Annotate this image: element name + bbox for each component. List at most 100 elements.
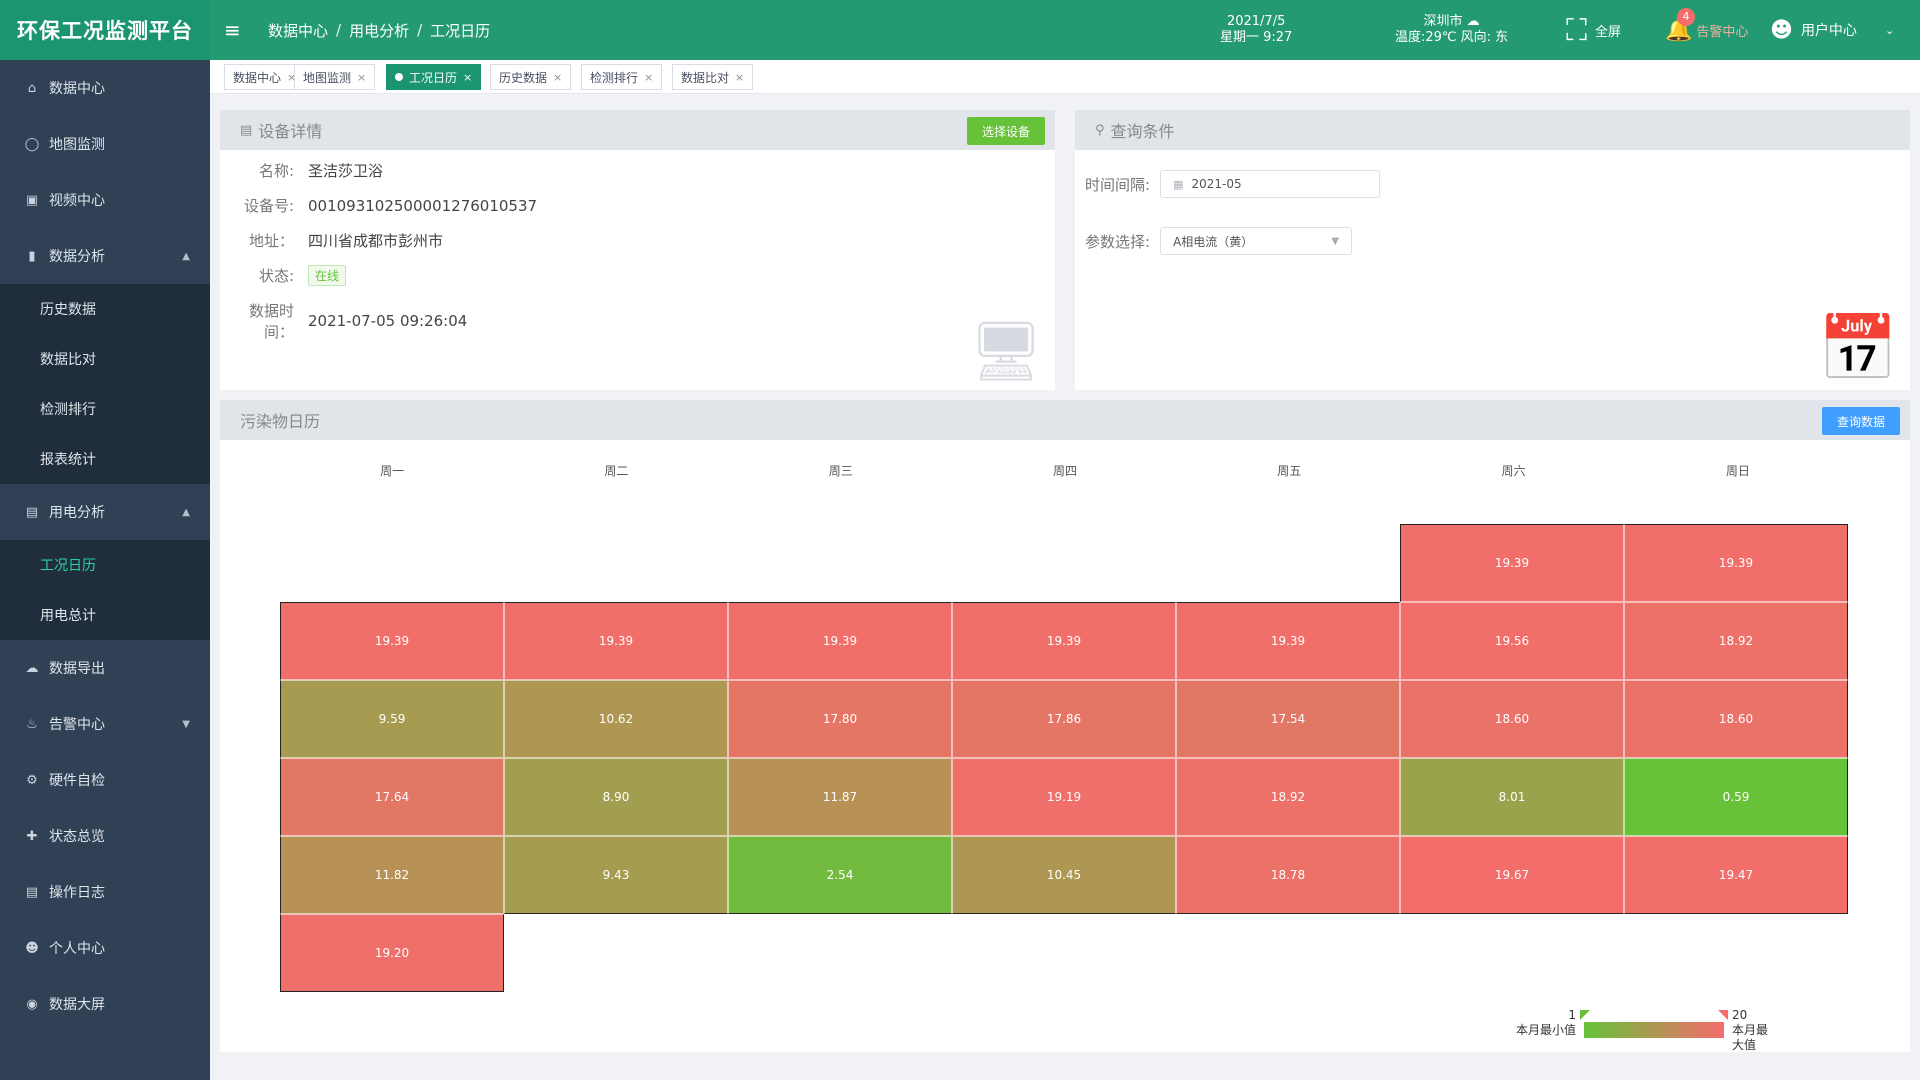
alarm-count-badge: 4 bbox=[1677, 7, 1695, 26]
sidebar-item-label: 告警中心 bbox=[49, 717, 105, 733]
legend-max: 20 本月最大值 bbox=[1732, 1008, 1770, 1053]
tag-compare[interactable]: 数据比对 × bbox=[672, 64, 754, 90]
calendar-day-cell[interactable]: 19.39 bbox=[280, 602, 504, 680]
calendar-day-cell[interactable]: 0.59 bbox=[1624, 758, 1848, 836]
sidebar-item-data-center[interactable]: ⌂ 数据中心 bbox=[0, 60, 210, 116]
chevron-down-icon: ⌄ bbox=[1884, 23, 1895, 37]
sidebar-item-label: 硬件自检 bbox=[49, 773, 105, 789]
tag-work-calendar[interactable]: 工况日历 × bbox=[386, 64, 482, 90]
param-select-value: A相电流（黄） bbox=[1173, 234, 1254, 249]
calendar-day-cell[interactable]: 18.60 bbox=[1624, 680, 1848, 758]
calendar-day-cell[interactable]: 9.59 bbox=[280, 680, 504, 758]
param-select[interactable]: A相电流（黄） ▼ bbox=[1160, 227, 1353, 255]
top-bar: ≡ 数据中心 / 用电分析 / 工况日历 2021/7/5 星期一 9:27 深圳市… bbox=[210, 0, 1920, 60]
device-name-row: 名称: 圣洁莎卫浴 bbox=[220, 160, 383, 181]
sidebar-item-alarm-center[interactable]: ♨ 告警中心 ▼ bbox=[0, 696, 210, 752]
calendar-day-cell[interactable]: 19.39 bbox=[1624, 524, 1848, 602]
sidebar-subitem-work-calendar[interactable]: 工况日历 bbox=[40, 558, 96, 574]
tag-data-center[interactable]: 数据中心 × bbox=[224, 64, 306, 90]
calendar-day-cell[interactable]: 10.45 bbox=[952, 836, 1176, 914]
sidebar-item-data-analysis[interactable]: ▮ 数据分析 ▲ bbox=[0, 228, 210, 284]
menu-toggle-icon[interactable]: ≡ bbox=[224, 18, 241, 42]
bell-icon: 🔔 4 bbox=[1665, 7, 1695, 43]
close-icon[interactable]: × bbox=[735, 70, 745, 84]
calendar-day-cell[interactable]: 19.39 bbox=[1176, 602, 1400, 680]
calendar-day-cell[interactable]: 18.92 bbox=[1624, 602, 1848, 680]
sidebar-item-big-screen[interactable]: ◉ 数据大屏 bbox=[0, 976, 210, 1032]
calendar-day-cell[interactable]: 18.92 bbox=[1176, 758, 1400, 836]
sidebar-subitem-compare[interactable]: 数据比对 bbox=[40, 352, 96, 368]
chevron-up-icon: ▲ bbox=[182, 250, 190, 262]
sidebar-item-hardware-check[interactable]: ⚙ 硬件自检 bbox=[0, 752, 210, 808]
user-center-dropdown[interactable]: ☻ 用户中心 ⌄ bbox=[1770, 0, 1894, 60]
sidebar-submenu-power-analysis: 工况日历 用电总计 bbox=[0, 540, 210, 640]
query-data-button[interactable]: 查询数据 bbox=[1821, 407, 1900, 435]
legend-min-handle[interactable] bbox=[1580, 1010, 1590, 1020]
sidebar-subitem-report[interactable]: 报表统计 bbox=[40, 452, 96, 468]
calendar-day-cell[interactable]: 19.47 bbox=[1624, 836, 1848, 914]
sidebar-item-personal-center[interactable]: ☻ 个人中心 bbox=[0, 920, 210, 976]
panel-title: 污染物日历 bbox=[240, 412, 321, 431]
sidebar-item-operation-log[interactable]: ▤ 操作日志 bbox=[0, 864, 210, 920]
tag-ranking[interactable]: 检测排行 × bbox=[581, 64, 663, 90]
active-dot-icon bbox=[395, 73, 403, 81]
field-label: 名称: bbox=[258, 162, 294, 180]
calendar-day-cell[interactable]: 9.43 bbox=[504, 836, 728, 914]
calendar-day-cell[interactable]: 11.87 bbox=[728, 758, 952, 836]
calendar-day-cell[interactable]: 11.82 bbox=[280, 836, 504, 914]
tag-map-monitor[interactable]: 地图监测 × bbox=[294, 64, 376, 90]
calendar-day-cell[interactable]: 17.54 bbox=[1176, 680, 1400, 758]
calendar-icon: 📅 bbox=[1818, 312, 1898, 386]
tag-history-data[interactable]: 历史数据 × bbox=[490, 64, 572, 90]
month-picker-input[interactable]: ▦ 2021-05 bbox=[1160, 170, 1381, 198]
sidebar-item-label: 数据大屏 bbox=[49, 997, 105, 1013]
sidebar-item-status-overview[interactable]: ✚ 状态总览 bbox=[0, 808, 210, 864]
breadcrumb-item[interactable]: 数据中心 bbox=[268, 21, 329, 40]
calendar-day-cell[interactable]: 18.60 bbox=[1400, 680, 1624, 758]
calendar-day-cell[interactable]: 8.01 bbox=[1400, 758, 1624, 836]
close-icon[interactable]: × bbox=[553, 70, 563, 84]
alarm-center-button[interactable]: 🔔 4 告警中心 bbox=[1665, 0, 1748, 60]
legend-max-handle[interactable] bbox=[1718, 1010, 1728, 1020]
close-icon[interactable]: × bbox=[287, 70, 297, 84]
calendar-day-cell[interactable]: 19.20 bbox=[280, 914, 504, 992]
calendar-day-cell[interactable]: 19.39 bbox=[504, 602, 728, 680]
calendar-day-cell[interactable]: 10.62 bbox=[504, 680, 728, 758]
calendar-day-cell[interactable]: 2.54 bbox=[728, 836, 952, 914]
select-device-button[interactable]: 选择设备 bbox=[966, 117, 1045, 145]
close-icon[interactable]: × bbox=[357, 70, 367, 84]
panel-header: ▤ 设备详情 选择设备 bbox=[220, 110, 1055, 150]
calendar-day-cell[interactable]: 19.19 bbox=[952, 758, 1176, 836]
calendar-day-cell[interactable]: 17.86 bbox=[952, 680, 1176, 758]
tag-label: 检测排行 bbox=[590, 70, 639, 85]
calendar-day-cell[interactable]: 17.64 bbox=[280, 758, 504, 836]
sidebar-item-map-monitor[interactable]: ◯ 地图监测 bbox=[0, 116, 210, 172]
sidebar-subitem-power-total[interactable]: 用电总计 bbox=[40, 608, 96, 624]
calendar-day-cell[interactable]: 19.39 bbox=[952, 602, 1176, 680]
month-picker-value: 2021-05 bbox=[1191, 177, 1242, 191]
calendar-day-cell[interactable]: 17.80 bbox=[728, 680, 952, 758]
sidebar-subitem-history[interactable]: 历史数据 bbox=[40, 302, 96, 318]
close-icon[interactable]: × bbox=[463, 70, 473, 84]
calendar-day-cell[interactable]: 19.67 bbox=[1400, 836, 1624, 914]
status-badge: 在线 bbox=[308, 265, 347, 286]
weekday-label: 周三 bbox=[828, 464, 853, 478]
fullscreen-icon: ⛶ bbox=[1566, 12, 1587, 48]
calendar-day-cell[interactable]: 18.78 bbox=[1176, 836, 1400, 914]
field-label: 地址： bbox=[248, 232, 294, 250]
calendar-day-cell[interactable]: 8.90 bbox=[504, 758, 728, 836]
breadcrumb-item[interactable]: 用电分析 bbox=[349, 21, 410, 40]
sidebar-item-power-analysis[interactable]: ▤ 用电分析 ▲ bbox=[0, 484, 210, 540]
close-icon[interactable]: × bbox=[644, 70, 654, 84]
calendar-day-cell[interactable]: 19.39 bbox=[728, 602, 952, 680]
sidebar-item-data-export[interactable]: ☁ 数据导出 bbox=[0, 640, 210, 696]
alarm-label: 告警中心 bbox=[1696, 24, 1749, 40]
sidebar: ⌂ 数据中心 ◯ 地图监测 ▣ 视频中心 ▮ 数据分析 ▲ 历史数据 数据比对 检测排行 … bbox=[0, 60, 210, 1080]
calendar-day-cell[interactable]: 19.39 bbox=[1400, 524, 1624, 602]
interval-label: 时间间隔: bbox=[1085, 175, 1151, 194]
fullscreen-button[interactable]: ⛶ 全屏 bbox=[1566, 0, 1621, 60]
sidebar-item-video-center[interactable]: ▣ 视频中心 bbox=[0, 172, 210, 228]
line-chart-icon: ▤ bbox=[25, 504, 39, 520]
calendar-day-cell[interactable]: 19.56 bbox=[1400, 602, 1624, 680]
sidebar-subitem-ranking[interactable]: 检测排行 bbox=[40, 402, 96, 418]
